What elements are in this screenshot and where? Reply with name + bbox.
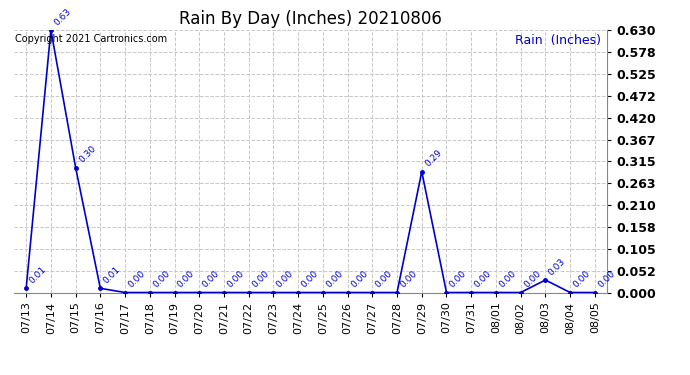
Text: 0.00: 0.00 [522, 269, 542, 290]
Text: 0.00: 0.00 [226, 269, 246, 290]
Text: 0.00: 0.00 [201, 269, 221, 290]
Text: 0.00: 0.00 [126, 269, 147, 290]
Text: 0.03: 0.03 [546, 256, 567, 277]
Text: 0.30: 0.30 [77, 144, 97, 165]
Text: 0.01: 0.01 [28, 265, 48, 285]
Text: 0.00: 0.00 [473, 269, 493, 290]
Text: Copyright 2021 Cartronics.com: Copyright 2021 Cartronics.com [15, 34, 167, 44]
Text: 0.00: 0.00 [571, 269, 592, 290]
Title: Rain By Day (Inches) 20210806: Rain By Day (Inches) 20210806 [179, 10, 442, 28]
Text: 0.00: 0.00 [398, 269, 419, 290]
Text: 0.00: 0.00 [151, 269, 172, 290]
Text: 0.01: 0.01 [101, 265, 122, 285]
Text: 0.00: 0.00 [324, 269, 345, 290]
Text: 0.00: 0.00 [349, 269, 370, 290]
Text: 0.63: 0.63 [52, 7, 73, 27]
Text: 0.00: 0.00 [275, 269, 295, 290]
Text: 0.00: 0.00 [448, 269, 469, 290]
Text: Rain  (Inches): Rain (Inches) [515, 34, 601, 47]
Text: 0.00: 0.00 [596, 269, 617, 290]
Text: 0.29: 0.29 [423, 148, 444, 169]
Text: 0.00: 0.00 [176, 269, 197, 290]
Text: 0.00: 0.00 [497, 269, 518, 290]
Text: 0.00: 0.00 [250, 269, 270, 290]
Text: 0.00: 0.00 [374, 269, 394, 290]
Text: 0.00: 0.00 [299, 269, 320, 290]
